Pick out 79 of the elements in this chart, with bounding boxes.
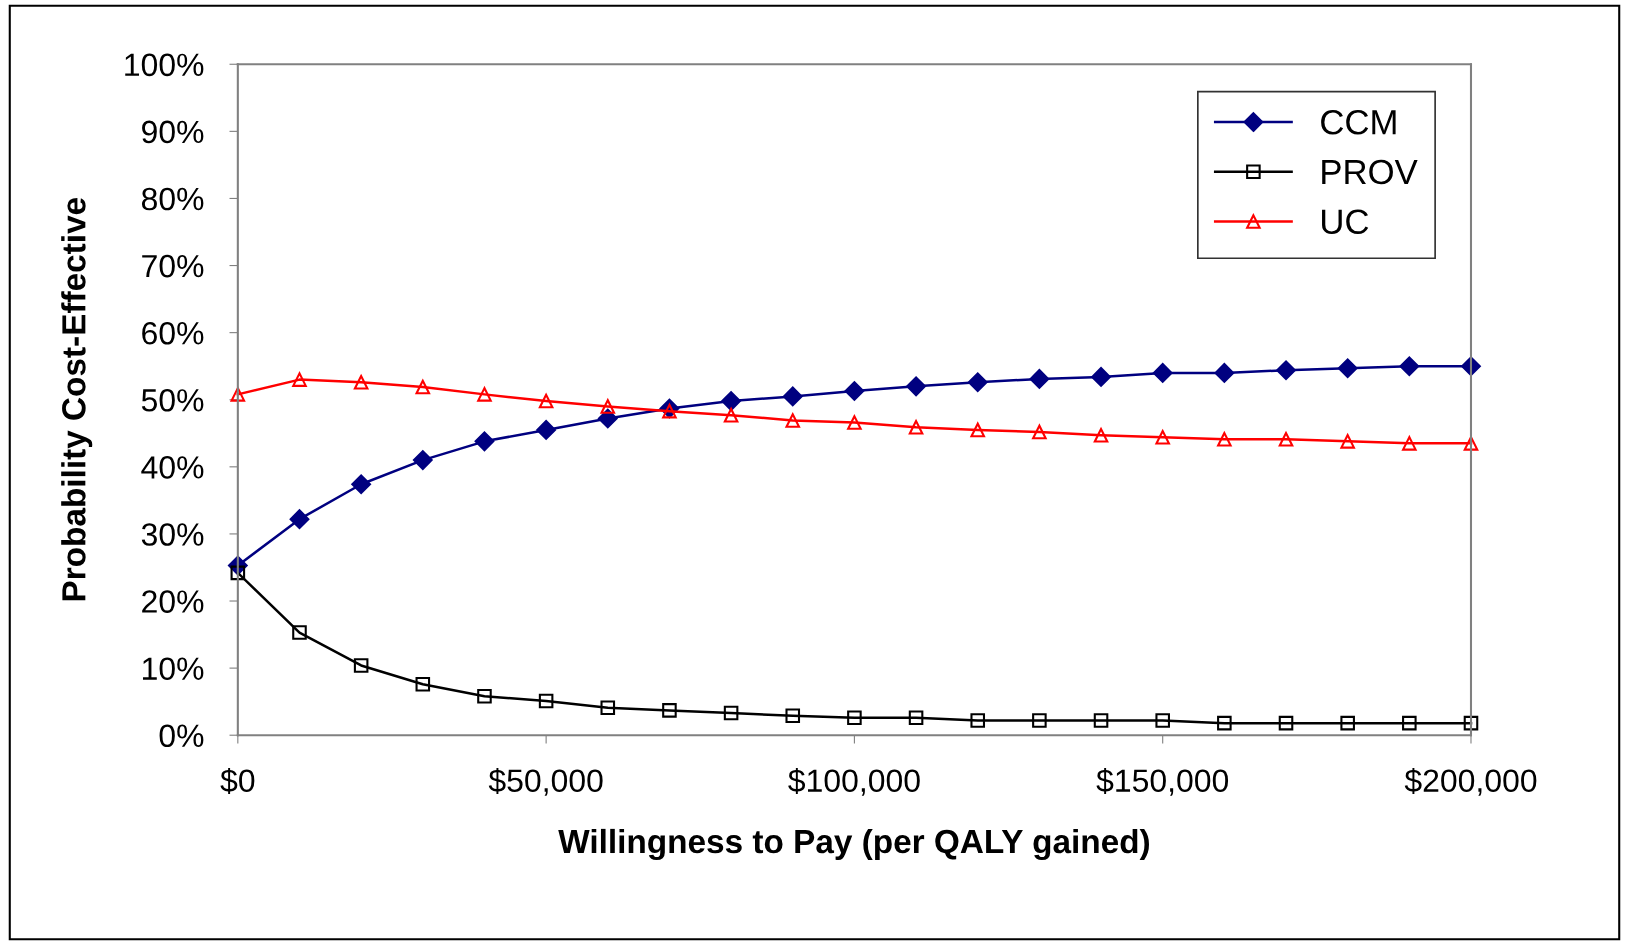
point xyxy=(847,415,862,430)
x-tick-label: $50,000 xyxy=(488,768,603,796)
point xyxy=(230,387,246,402)
point xyxy=(1399,356,1420,377)
y-tick-label: 100% xyxy=(125,53,204,77)
point xyxy=(723,407,739,423)
x-tick-label: $200,000 xyxy=(1404,768,1537,796)
point xyxy=(967,372,988,393)
point xyxy=(1214,363,1235,383)
y-axis-title: Probability Cost-Effective xyxy=(61,198,93,601)
point xyxy=(1340,715,1355,731)
point xyxy=(785,708,801,724)
y-tick-label: 50% xyxy=(141,389,204,412)
point xyxy=(415,676,431,692)
point xyxy=(538,693,554,709)
point xyxy=(597,408,618,429)
x-axis-title: Willingness to Pay (per QALY gained) xyxy=(558,828,1149,861)
point xyxy=(721,391,741,411)
point xyxy=(1402,436,1417,451)
y-tick-label: 20% xyxy=(142,590,204,613)
point xyxy=(600,700,616,715)
point xyxy=(353,658,369,673)
point xyxy=(1091,367,1111,387)
point xyxy=(970,422,986,438)
point xyxy=(1093,428,1109,443)
x-tick-label: $150,000 xyxy=(1096,768,1229,796)
point xyxy=(970,713,986,728)
point xyxy=(908,710,924,726)
point xyxy=(1276,360,1296,381)
point xyxy=(1463,715,1479,731)
point xyxy=(847,710,862,726)
point xyxy=(785,413,801,428)
point xyxy=(782,386,803,407)
point xyxy=(1093,713,1109,728)
point xyxy=(477,387,492,402)
point xyxy=(292,372,307,387)
point xyxy=(662,703,677,718)
point xyxy=(1463,436,1479,451)
point xyxy=(1402,715,1417,731)
point xyxy=(1217,715,1232,731)
legend-label: CCM xyxy=(1321,109,1396,135)
legend-label: PROV xyxy=(1322,159,1418,185)
point xyxy=(351,474,372,495)
point xyxy=(289,509,310,530)
point xyxy=(1278,715,1294,731)
point xyxy=(1029,369,1050,389)
point xyxy=(1278,432,1294,447)
point xyxy=(477,689,492,704)
point xyxy=(1337,358,1358,379)
y-tick-label: 40% xyxy=(141,456,204,479)
point xyxy=(1217,432,1232,447)
point xyxy=(538,393,554,409)
point xyxy=(474,431,495,452)
legend-label: UC xyxy=(1322,209,1369,235)
point xyxy=(600,399,616,414)
point xyxy=(1155,430,1170,445)
point xyxy=(844,381,865,401)
y-tick-label: 10% xyxy=(143,657,204,680)
point xyxy=(723,705,739,721)
point xyxy=(415,379,431,395)
point xyxy=(1032,424,1047,440)
y-tick-label: 80% xyxy=(141,187,204,211)
point xyxy=(1152,363,1173,383)
point xyxy=(908,419,924,435)
y-tick-label: 30% xyxy=(141,523,204,546)
point xyxy=(1340,434,1355,449)
point xyxy=(536,420,556,440)
y-tick-label: 70% xyxy=(142,254,204,278)
point xyxy=(906,376,926,397)
y-tick-label: 60% xyxy=(142,321,204,345)
point xyxy=(292,625,307,640)
point xyxy=(1032,713,1047,728)
y-tick-label: 0% xyxy=(159,724,204,748)
x-tick-label: $100,000 xyxy=(788,768,920,796)
point xyxy=(1155,713,1170,728)
x-tick-label: $0 xyxy=(220,768,255,794)
point xyxy=(353,375,369,390)
point xyxy=(412,450,433,470)
y-tick-label: 90% xyxy=(142,120,204,144)
